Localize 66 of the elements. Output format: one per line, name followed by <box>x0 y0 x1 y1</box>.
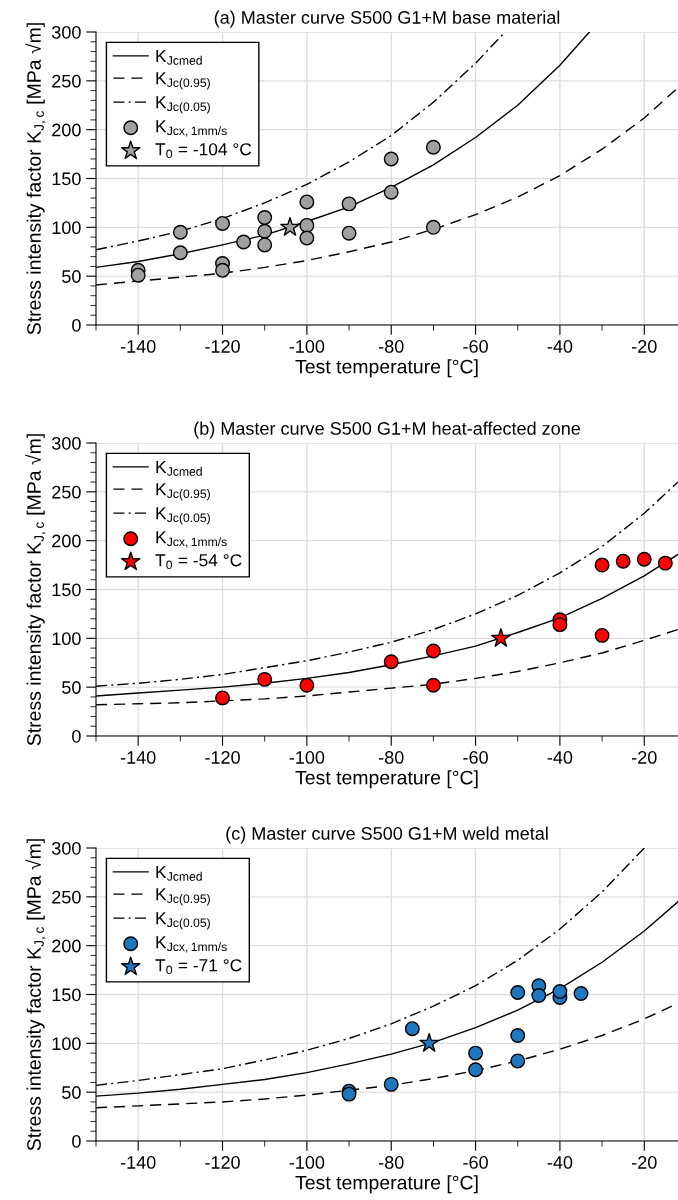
x-tick-label: -80 <box>378 751 404 764</box>
y-tick-label: 100 <box>52 1037 81 1051</box>
y-tick-label: 250 <box>52 74 81 88</box>
x-tick-label: -140 <box>120 340 156 353</box>
y-tick-label: 100 <box>52 632 81 646</box>
legend-label: K$_{Jc(0.05)}$ <box>156 912 210 930</box>
y-tick-label: 0 <box>72 729 81 743</box>
legend-label: K$_{Jcmed}$ <box>156 460 202 476</box>
x-tick-label: -140 <box>120 751 156 764</box>
x-axis-title: Test temperature [°C] <box>295 359 478 378</box>
y-axis-title: Stress intensity factor K$_{J,c}$ [MPa √m] <box>25 839 46 1151</box>
x-tick-label: -100 <box>289 1156 325 1169</box>
chart-title: (a) Master curve S500 G1+M base material <box>214 10 560 28</box>
y-tick-label: 300 <box>51 436 81 450</box>
legend-label: K$_{Jc(0.95)}$ <box>156 483 210 501</box>
x-tick-label: -80 <box>378 1156 404 1169</box>
x-tick-label: -120 <box>205 1156 240 1169</box>
legend-label: K$_{Jc(0.95)}$ <box>156 72 210 90</box>
y-tick-label: 300 <box>51 841 81 855</box>
x-tick-label: -20 <box>632 340 657 353</box>
chart-title: (b) Master curve S500 G1+M heat-affected zone <box>194 421 580 439</box>
x-tick-label: -100 <box>289 751 325 764</box>
x-tick-label: -140 <box>120 1156 156 1169</box>
y-axis-title: Stress intensity factor K$_{J,c}$ [MPa √m] <box>25 434 46 746</box>
x-tick-label: -20 <box>632 751 657 764</box>
legend-label: K$_{Jc(0.05)}$ <box>156 96 210 114</box>
y-tick-label: 50 <box>62 681 81 694</box>
y-axis-title: Stress intensity factor K$_{J,c}$ [MPa √m] <box>25 23 46 335</box>
legend-label: T$_{0}$ = -71 °C <box>155 959 242 975</box>
y-tick-label: 250 <box>52 485 81 499</box>
legend-label: T$_{0}$ = -104 °C <box>155 143 252 159</box>
x-tick-label: -20 <box>632 1156 657 1169</box>
x-tick-label: -40 <box>547 1156 573 1169</box>
y-tick-label: 200 <box>52 534 81 548</box>
y-tick-label: 250 <box>52 890 81 904</box>
x-tick-label: -60 <box>463 340 488 353</box>
y-tick-label: 50 <box>62 270 81 283</box>
x-tick-label: -40 <box>547 340 573 353</box>
legend-label: K$_{Jcmed}$ <box>156 865 202 881</box>
y-tick-label: 0 <box>72 318 81 332</box>
y-tick-label: 0 <box>72 1134 81 1148</box>
x-axis-title: Test temperature [°C] <box>295 1175 478 1194</box>
x-tick-label: -120 <box>205 340 240 353</box>
y-tick-label: 200 <box>52 939 81 953</box>
chart-title: (c) Master curve S500 G1+M weld metal <box>226 826 548 844</box>
x-tick-label: -120 <box>205 751 240 764</box>
legend-label: K$_{Jcmed}$ <box>156 49 202 65</box>
y-tick-label: 150 <box>52 583 81 597</box>
legend-label: T$_{0}$ = -54 °C <box>155 554 242 570</box>
x-tick-label: -80 <box>378 340 404 353</box>
y-tick-label: 100 <box>52 221 81 235</box>
y-tick-label: 300 <box>51 25 81 39</box>
legend-label: K$_{Jc(0.05)}$ <box>156 507 210 525</box>
legend-label: K$_{Jc(0.95)}$ <box>156 888 210 906</box>
x-tick-label: -40 <box>547 751 573 764</box>
legend-label: K$_{Jcx,1mm/s}$ <box>156 936 227 953</box>
x-tick-label: -60 <box>463 1156 488 1169</box>
y-tick-label: 150 <box>52 172 81 186</box>
legend-label: K$_{Jcx,1mm/s}$ <box>156 531 227 548</box>
y-tick-label: 150 <box>52 988 81 1002</box>
legend-label: K$_{Jcx,1mm/s}$ <box>156 120 227 137</box>
x-tick-label: -60 <box>463 751 488 764</box>
y-tick-label: 200 <box>52 123 81 137</box>
x-axis-title: Test temperature [°C] <box>295 770 478 789</box>
x-tick-label: -100 <box>289 340 325 353</box>
y-tick-label: 50 <box>62 1086 81 1099</box>
